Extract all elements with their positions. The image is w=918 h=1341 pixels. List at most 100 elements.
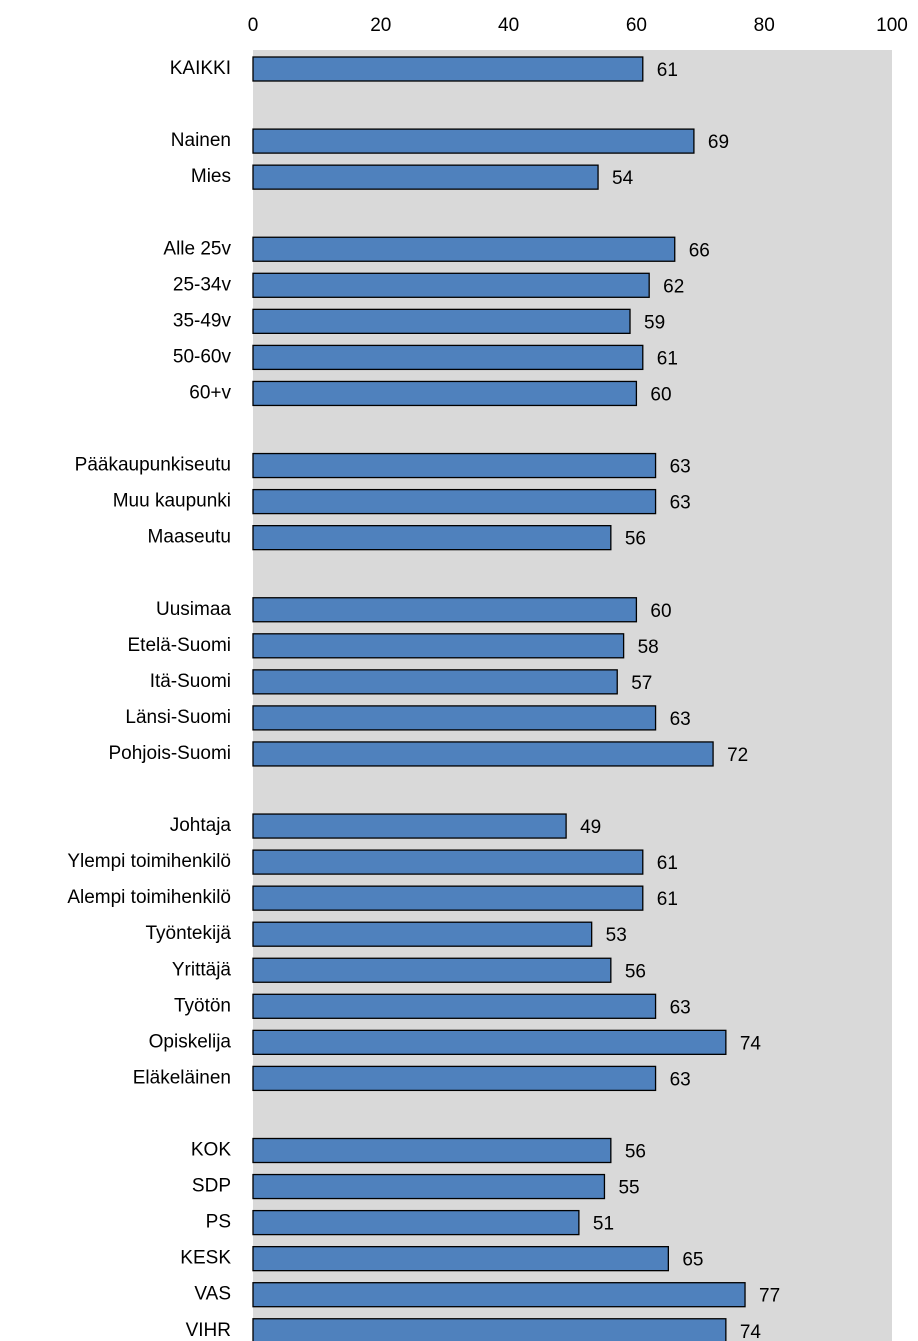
x-tick-label: 40 <box>498 15 519 36</box>
category-label: Johtaja <box>170 815 232 836</box>
value-label: 63 <box>670 709 691 730</box>
category-label: Länsi-Suomi <box>125 707 231 728</box>
value-label: 63 <box>670 493 691 514</box>
plot-background <box>253 50 892 1341</box>
category-label: KESK <box>180 1248 231 1269</box>
value-label: 61 <box>657 60 678 81</box>
bar <box>252 128 695 154</box>
x-tick-label: 0 <box>248 15 259 36</box>
bar <box>252 1246 670 1272</box>
value-label: 63 <box>670 997 691 1018</box>
value-label: 66 <box>689 240 710 261</box>
value-label: 63 <box>670 1069 691 1090</box>
bar <box>252 1137 612 1164</box>
bar <box>252 705 657 731</box>
value-label: 58 <box>638 637 659 658</box>
bar <box>252 452 657 479</box>
category-label: Työtön <box>174 995 231 1016</box>
category-label: 60+v <box>189 382 231 403</box>
value-label: 65 <box>682 1250 703 1271</box>
bar <box>252 633 625 659</box>
value-label: 57 <box>631 673 652 694</box>
value-label: 56 <box>625 1142 646 1163</box>
value-label: 60 <box>650 601 671 622</box>
bar <box>252 344 644 371</box>
value-label: 55 <box>618 1178 639 1199</box>
category-label: Uusimaa <box>156 599 231 620</box>
category-label: Alempi toimihenkilö <box>67 887 231 908</box>
category-label: VAS <box>194 1284 231 1305</box>
x-axis-ticks: 0 20 40 60 80 100 <box>248 15 908 36</box>
bar <box>252 885 644 911</box>
bar <box>252 525 612 551</box>
bar <box>252 1209 580 1236</box>
value-label: 56 <box>625 529 646 550</box>
bar <box>252 849 644 875</box>
bar-rows: KAIKKI 61 Nainen 69 Mies 54 Alle 25v 66 25-34v 62… <box>67 56 780 1341</box>
category-label: Mies <box>191 166 231 187</box>
category-label: 25-34v <box>173 274 232 295</box>
bar <box>252 164 599 190</box>
category-label: Opiskelija <box>149 1031 232 1052</box>
bar <box>252 380 638 407</box>
bar <box>252 236 676 262</box>
category-label: PS <box>206 1212 231 1233</box>
bar <box>252 993 657 1019</box>
value-label: 54 <box>612 168 634 189</box>
category-label: Eläkeläinen <box>133 1067 231 1088</box>
value-label: 53 <box>606 925 627 946</box>
value-label: 61 <box>657 853 678 874</box>
category-label: Ylempi toimihenkilö <box>67 851 231 872</box>
category-label: Itä-Suomi <box>150 671 231 692</box>
bar <box>252 921 593 947</box>
value-label: 51 <box>593 1214 614 1235</box>
bar <box>252 1282 746 1308</box>
bar <box>252 488 657 515</box>
value-label: 74 <box>740 1322 762 1341</box>
category-label: 35-49v <box>173 310 232 331</box>
bar <box>252 597 638 623</box>
bar <box>252 957 612 983</box>
bar <box>252 1029 727 1055</box>
category-label: KAIKKI <box>170 58 231 79</box>
value-label: 59 <box>644 312 665 333</box>
value-label: 61 <box>657 348 678 369</box>
category-label: VIHR <box>186 1320 231 1341</box>
category-label: Maaseutu <box>148 527 231 548</box>
category-label: Muu kaupunki <box>113 491 231 512</box>
x-tick-label: 20 <box>370 15 391 36</box>
value-label: 63 <box>670 457 691 478</box>
category-label: Yrittäjä <box>172 959 232 980</box>
category-label: Alle 25v <box>163 238 231 259</box>
category-label: Nainen <box>171 130 231 151</box>
bar <box>252 308 631 335</box>
value-label: 77 <box>759 1286 780 1307</box>
bar <box>252 1065 657 1092</box>
value-label: 60 <box>650 384 671 405</box>
bar <box>252 1318 727 1341</box>
value-label: 62 <box>663 276 684 297</box>
bar <box>252 813 567 839</box>
category-label: KOK <box>191 1140 231 1161</box>
value-label: 69 <box>708 132 729 153</box>
category-label: SDP <box>192 1176 231 1197</box>
value-label: 74 <box>740 1033 762 1054</box>
value-label: 49 <box>580 817 601 838</box>
bar <box>252 1173 606 1200</box>
category-label: Työntekijä <box>145 923 231 944</box>
category-label: Etelä-Suomi <box>128 635 232 656</box>
category-label: 50-60v <box>173 346 232 367</box>
value-label: 56 <box>625 961 646 982</box>
value-label: 61 <box>657 889 678 910</box>
bar <box>252 669 618 695</box>
bar <box>252 272 650 298</box>
bar <box>252 56 644 82</box>
x-tick-label: 100 <box>876 15 908 36</box>
x-tick-label: 60 <box>626 15 647 36</box>
category-label: Pohjois-Suomi <box>109 743 232 764</box>
bar <box>252 741 714 767</box>
category-label: Pääkaupunkiseutu <box>75 455 231 476</box>
x-tick-label: 80 <box>754 15 775 36</box>
value-label: 72 <box>727 745 748 766</box>
